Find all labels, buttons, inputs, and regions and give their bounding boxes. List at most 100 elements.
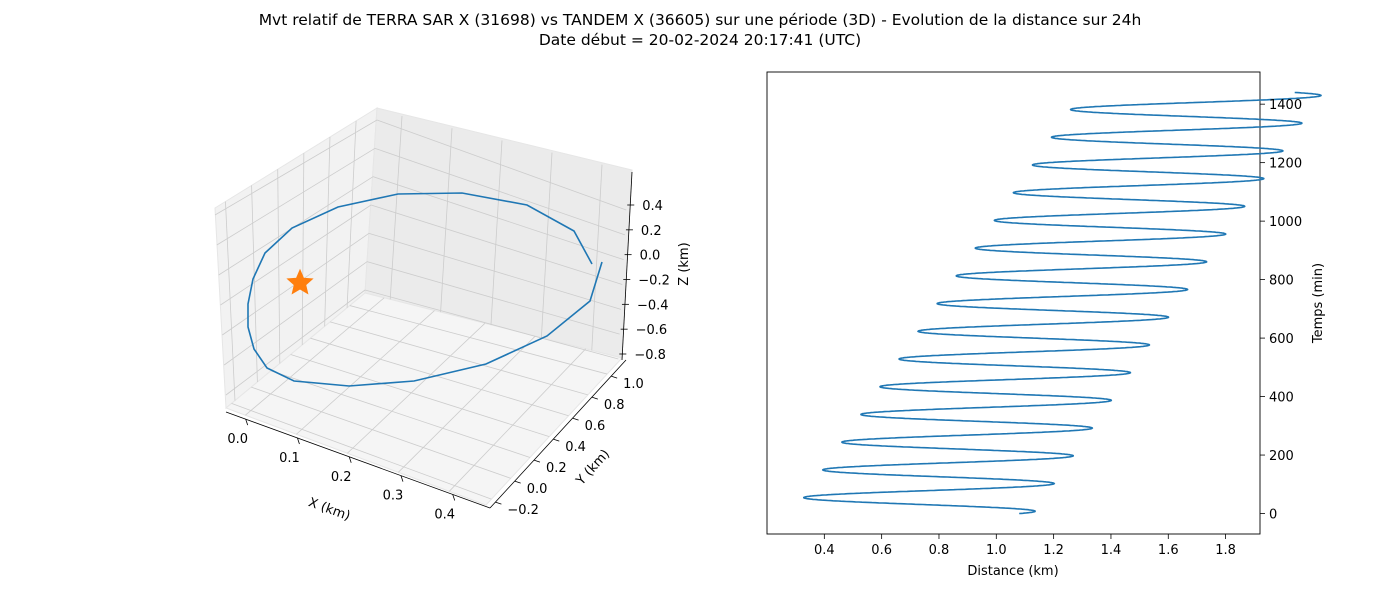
x-gridline — [296, 310, 435, 435]
y-tick — [611, 375, 618, 379]
x-gridline — [245, 297, 385, 416]
x-tick-label: 0.2 — [331, 470, 352, 485]
ticks-2d: 0.4 0.6 0.8 1.0 1.2 1.4 1.6 1.8 0 200 400 600 800 100… — [814, 98, 1302, 558]
z-gridline-back — [368, 232, 622, 310]
y-gridline-vertical — [251, 185, 258, 383]
figure-title: Mvt relatif de TERRA SAR X (31698) vs TA… — [0, 10, 1400, 50]
x-gridline — [347, 323, 486, 454]
y-gridline — [270, 370, 531, 458]
z-gridline-left — [220, 204, 372, 306]
z-gridline-left — [223, 261, 368, 366]
plot-3d: 0.0 0.1 0.2 0.3 0.4 −0.2 0.0 0.2 0.4 0.6 0.8 1.0 −0.… — [214, 107, 692, 524]
z-gridline-left — [214, 119, 378, 216]
y-tick — [514, 480, 521, 484]
time-axis-label: Temps (min) — [1311, 263, 1326, 344]
y-tick-label: 1.0 — [623, 377, 644, 392]
y-gridline — [349, 305, 608, 375]
distance-tick-label: 1.2 — [1043, 543, 1064, 558]
x-tick — [400, 475, 404, 482]
y-gridline — [231, 403, 492, 500]
z-tick-label: −0.6 — [636, 323, 668, 338]
x-gridline — [449, 348, 587, 492]
distance-tick-label: 0.6 — [871, 543, 892, 558]
x-tick-label: 0.0 — [227, 432, 248, 447]
z-tick-label: 0.0 — [640, 249, 661, 264]
y-tick — [553, 438, 560, 442]
distance-tick-label: 0.8 — [929, 543, 950, 558]
z-axis-line — [621, 171, 633, 361]
y-axis-line — [489, 359, 627, 509]
x-tick — [297, 437, 300, 445]
time-tick-label: 1200 — [1269, 157, 1302, 172]
y-gridline-vertical — [277, 169, 281, 364]
z-gridline-back — [370, 204, 623, 285]
x-gridline-vertical — [389, 116, 403, 300]
y-tick-label: −0.2 — [507, 503, 539, 518]
z-tick-label: −0.8 — [634, 348, 666, 363]
z-tick-label: 0.4 — [642, 199, 663, 214]
distance-tick-label: 1.0 — [986, 543, 1007, 558]
y-tick-label: 0.6 — [585, 419, 606, 434]
y-gridline-vertical — [225, 201, 236, 401]
y-tick — [495, 501, 502, 505]
x-tick-label: 0.1 — [279, 451, 300, 466]
time-tick-label: 1000 — [1269, 215, 1302, 230]
y-tick-label: 0.4 — [565, 440, 586, 455]
y-tick-label: 0.8 — [604, 398, 625, 413]
distance-time-line — [802, 91, 1322, 515]
start-star-marker — [286, 268, 314, 295]
grid-3d — [214, 116, 627, 500]
distance-axis-label: Distance (km) — [967, 564, 1058, 579]
y-tick-label: 0.0 — [527, 482, 548, 497]
trajectory-3d-line — [247, 192, 603, 387]
x-gridline-vertical — [490, 140, 503, 325]
time-tick-label: 200 — [1269, 449, 1294, 464]
z-axis-label: Z (km) — [677, 242, 692, 285]
time-tick-label: 600 — [1269, 332, 1294, 347]
x-tick-label: 0.4 — [434, 507, 455, 522]
plot-2d: 0.4 0.6 0.8 1.0 1.2 1.4 1.6 1.8 0 200 400 600 800 100… — [766, 71, 1326, 579]
x-tick — [348, 456, 352, 463]
y-tick — [533, 459, 541, 463]
y-gridline — [251, 386, 511, 479]
x-gridline-vertical — [540, 152, 553, 338]
x-gridline-vertical — [591, 164, 603, 351]
x-tick — [452, 494, 456, 501]
x-gridline — [398, 335, 536, 473]
x-tick-label: 0.3 — [383, 489, 404, 504]
x-gridline-vertical — [440, 128, 453, 313]
time-tick-label: 400 — [1269, 391, 1294, 406]
distance-tick-label: 0.4 — [814, 543, 835, 558]
z-tick-label: −0.4 — [637, 298, 669, 313]
y-gridline — [329, 321, 588, 396]
time-tick-label: 1400 — [1269, 98, 1302, 113]
x-axis-label: X (km) — [306, 495, 352, 524]
time-tick-label: 0 — [1269, 508, 1277, 523]
x-tick — [245, 419, 249, 426]
z-gridline-left — [225, 289, 366, 396]
z-gridline-left — [216, 147, 376, 246]
z-tick-label: −0.2 — [638, 274, 670, 289]
y-tick — [572, 417, 579, 421]
y-gridline — [290, 354, 550, 437]
title-line-1: Mvt relatif de TERRA SAR X (31698) vs TA… — [258, 11, 1142, 29]
z-gridline-back — [376, 119, 627, 211]
distance-tick-label: 1.8 — [1215, 543, 1236, 558]
y-gridline — [310, 337, 569, 417]
z-gridline-back — [366, 261, 620, 335]
z-gridline-back — [374, 147, 626, 236]
y-tick — [591, 396, 598, 400]
z-tick-label: 0.2 — [641, 224, 662, 239]
distance-tick-label: 1.6 — [1158, 543, 1179, 558]
distance-tick-label: 1.4 — [1101, 543, 1122, 558]
y-gridline-vertical — [324, 137, 331, 327]
x-axis-line — [225, 411, 491, 509]
z-gridline-back — [364, 289, 619, 360]
y-gridline-vertical — [301, 153, 305, 345]
ticks-3d: 0.0 0.1 0.2 0.3 0.4 −0.2 0.0 0.2 0.4 0.6 0.8 1.0 −0.… — [227, 199, 670, 522]
y-gridline-vertical — [346, 120, 357, 308]
time-tick-label: 800 — [1269, 274, 1294, 289]
plot-2d-frame — [766, 71, 1261, 535]
title-line-2: Date début = 20-02-2024 20:17:41 (UTC) — [538, 31, 862, 49]
